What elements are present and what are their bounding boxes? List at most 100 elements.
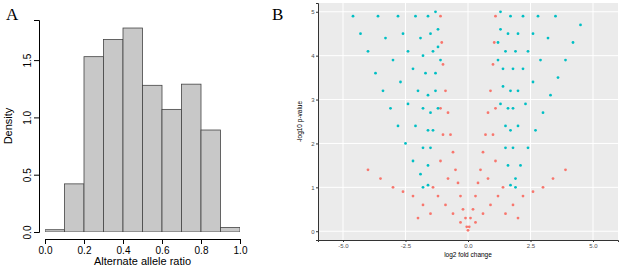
tick-mark: [343, 240, 344, 242]
point: [514, 50, 517, 53]
point: [497, 41, 500, 44]
grid-line: [530, 3, 531, 240]
grid-line: [318, 99, 618, 100]
tick-label: 0.0: [39, 245, 53, 256]
tick-label: 0.5: [22, 168, 33, 182]
point: [412, 195, 415, 198]
tick-label: 0: [311, 229, 315, 235]
point: [419, 37, 422, 40]
point: [542, 186, 545, 189]
point: [447, 177, 450, 180]
tick: 1.5: [22, 53, 39, 67]
point: [464, 217, 467, 220]
point: [402, 32, 405, 35]
point: [502, 186, 505, 189]
tick-mark: [406, 240, 407, 242]
point: [493, 41, 496, 44]
tick: 5: [311, 9, 318, 15]
point: [467, 229, 470, 232]
point: [542, 111, 545, 114]
bar: [182, 84, 202, 232]
point: [509, 184, 512, 187]
point: [434, 89, 437, 92]
tick-mark: [316, 187, 318, 188]
tick-mark: [45, 239, 46, 244]
point: [512, 107, 515, 110]
point: [439, 59, 442, 62]
point: [489, 204, 492, 207]
point: [439, 15, 442, 18]
point: [429, 32, 432, 35]
tick-mark: [84, 239, 85, 244]
point: [507, 164, 510, 167]
y-axis-line: [316, 4, 319, 241]
point: [504, 146, 507, 149]
grid: [318, 3, 618, 240]
point: [427, 15, 430, 18]
tick-mark: [316, 231, 318, 232]
point: [512, 67, 515, 70]
point: [509, 89, 512, 92]
point: [564, 168, 567, 171]
tick: 0.8: [195, 239, 209, 256]
point: [489, 89, 492, 92]
point: [462, 208, 465, 211]
bar: [104, 39, 124, 232]
tick-mark: [316, 143, 318, 144]
tick: 1: [311, 185, 318, 191]
point: [494, 107, 497, 110]
point: [494, 15, 497, 18]
point: [512, 146, 515, 149]
point: [514, 177, 517, 180]
tick-label: 2: [311, 141, 315, 147]
point: [379, 177, 382, 180]
point: [497, 195, 500, 198]
tick: 5.0: [589, 240, 598, 249]
tick: 0.6: [156, 239, 170, 256]
y-axis-title: Density: [2, 107, 14, 144]
point: [422, 186, 425, 189]
tick: 0: [311, 229, 318, 235]
tick-mark: [531, 240, 532, 242]
series: [352, 10, 582, 188]
tick-label: 1.5: [22, 53, 33, 67]
tick-label: 0.0: [22, 225, 33, 239]
point: [532, 81, 535, 84]
grid-line: [318, 143, 618, 144]
tick: 2: [311, 141, 318, 147]
grid-line: [405, 3, 406, 240]
point: [497, 59, 500, 62]
point: [507, 107, 510, 110]
point: [437, 195, 440, 198]
point: [517, 217, 520, 220]
point: [499, 10, 502, 13]
point: [522, 67, 525, 70]
tick-mark: [316, 12, 318, 13]
point: [552, 177, 555, 180]
point: [444, 89, 447, 92]
bar: [143, 85, 163, 232]
tick-label: 0.8: [195, 245, 209, 256]
bar: [84, 57, 104, 232]
point: [439, 160, 442, 163]
point: [439, 107, 442, 110]
tick: 2.5: [527, 240, 536, 249]
bar: [45, 230, 65, 232]
point: [422, 54, 425, 57]
tick-label: 5: [311, 9, 315, 15]
point: [472, 208, 475, 211]
point: [564, 59, 567, 62]
x-axis-line: [46, 240, 241, 245]
point: [442, 133, 445, 136]
point: [527, 146, 530, 149]
volcano-panel: -5.0-2.50.02.55.0012345log2 fold change-…: [272, 3, 619, 259]
point: [537, 15, 540, 18]
point: [517, 32, 520, 35]
bar: [221, 227, 241, 232]
point: [407, 103, 410, 106]
y-axis: 0.00.51.01.5: [22, 21, 40, 240]
point: [524, 103, 527, 106]
point: [465, 225, 468, 228]
tick-mark: [593, 240, 594, 242]
point: [452, 151, 455, 154]
